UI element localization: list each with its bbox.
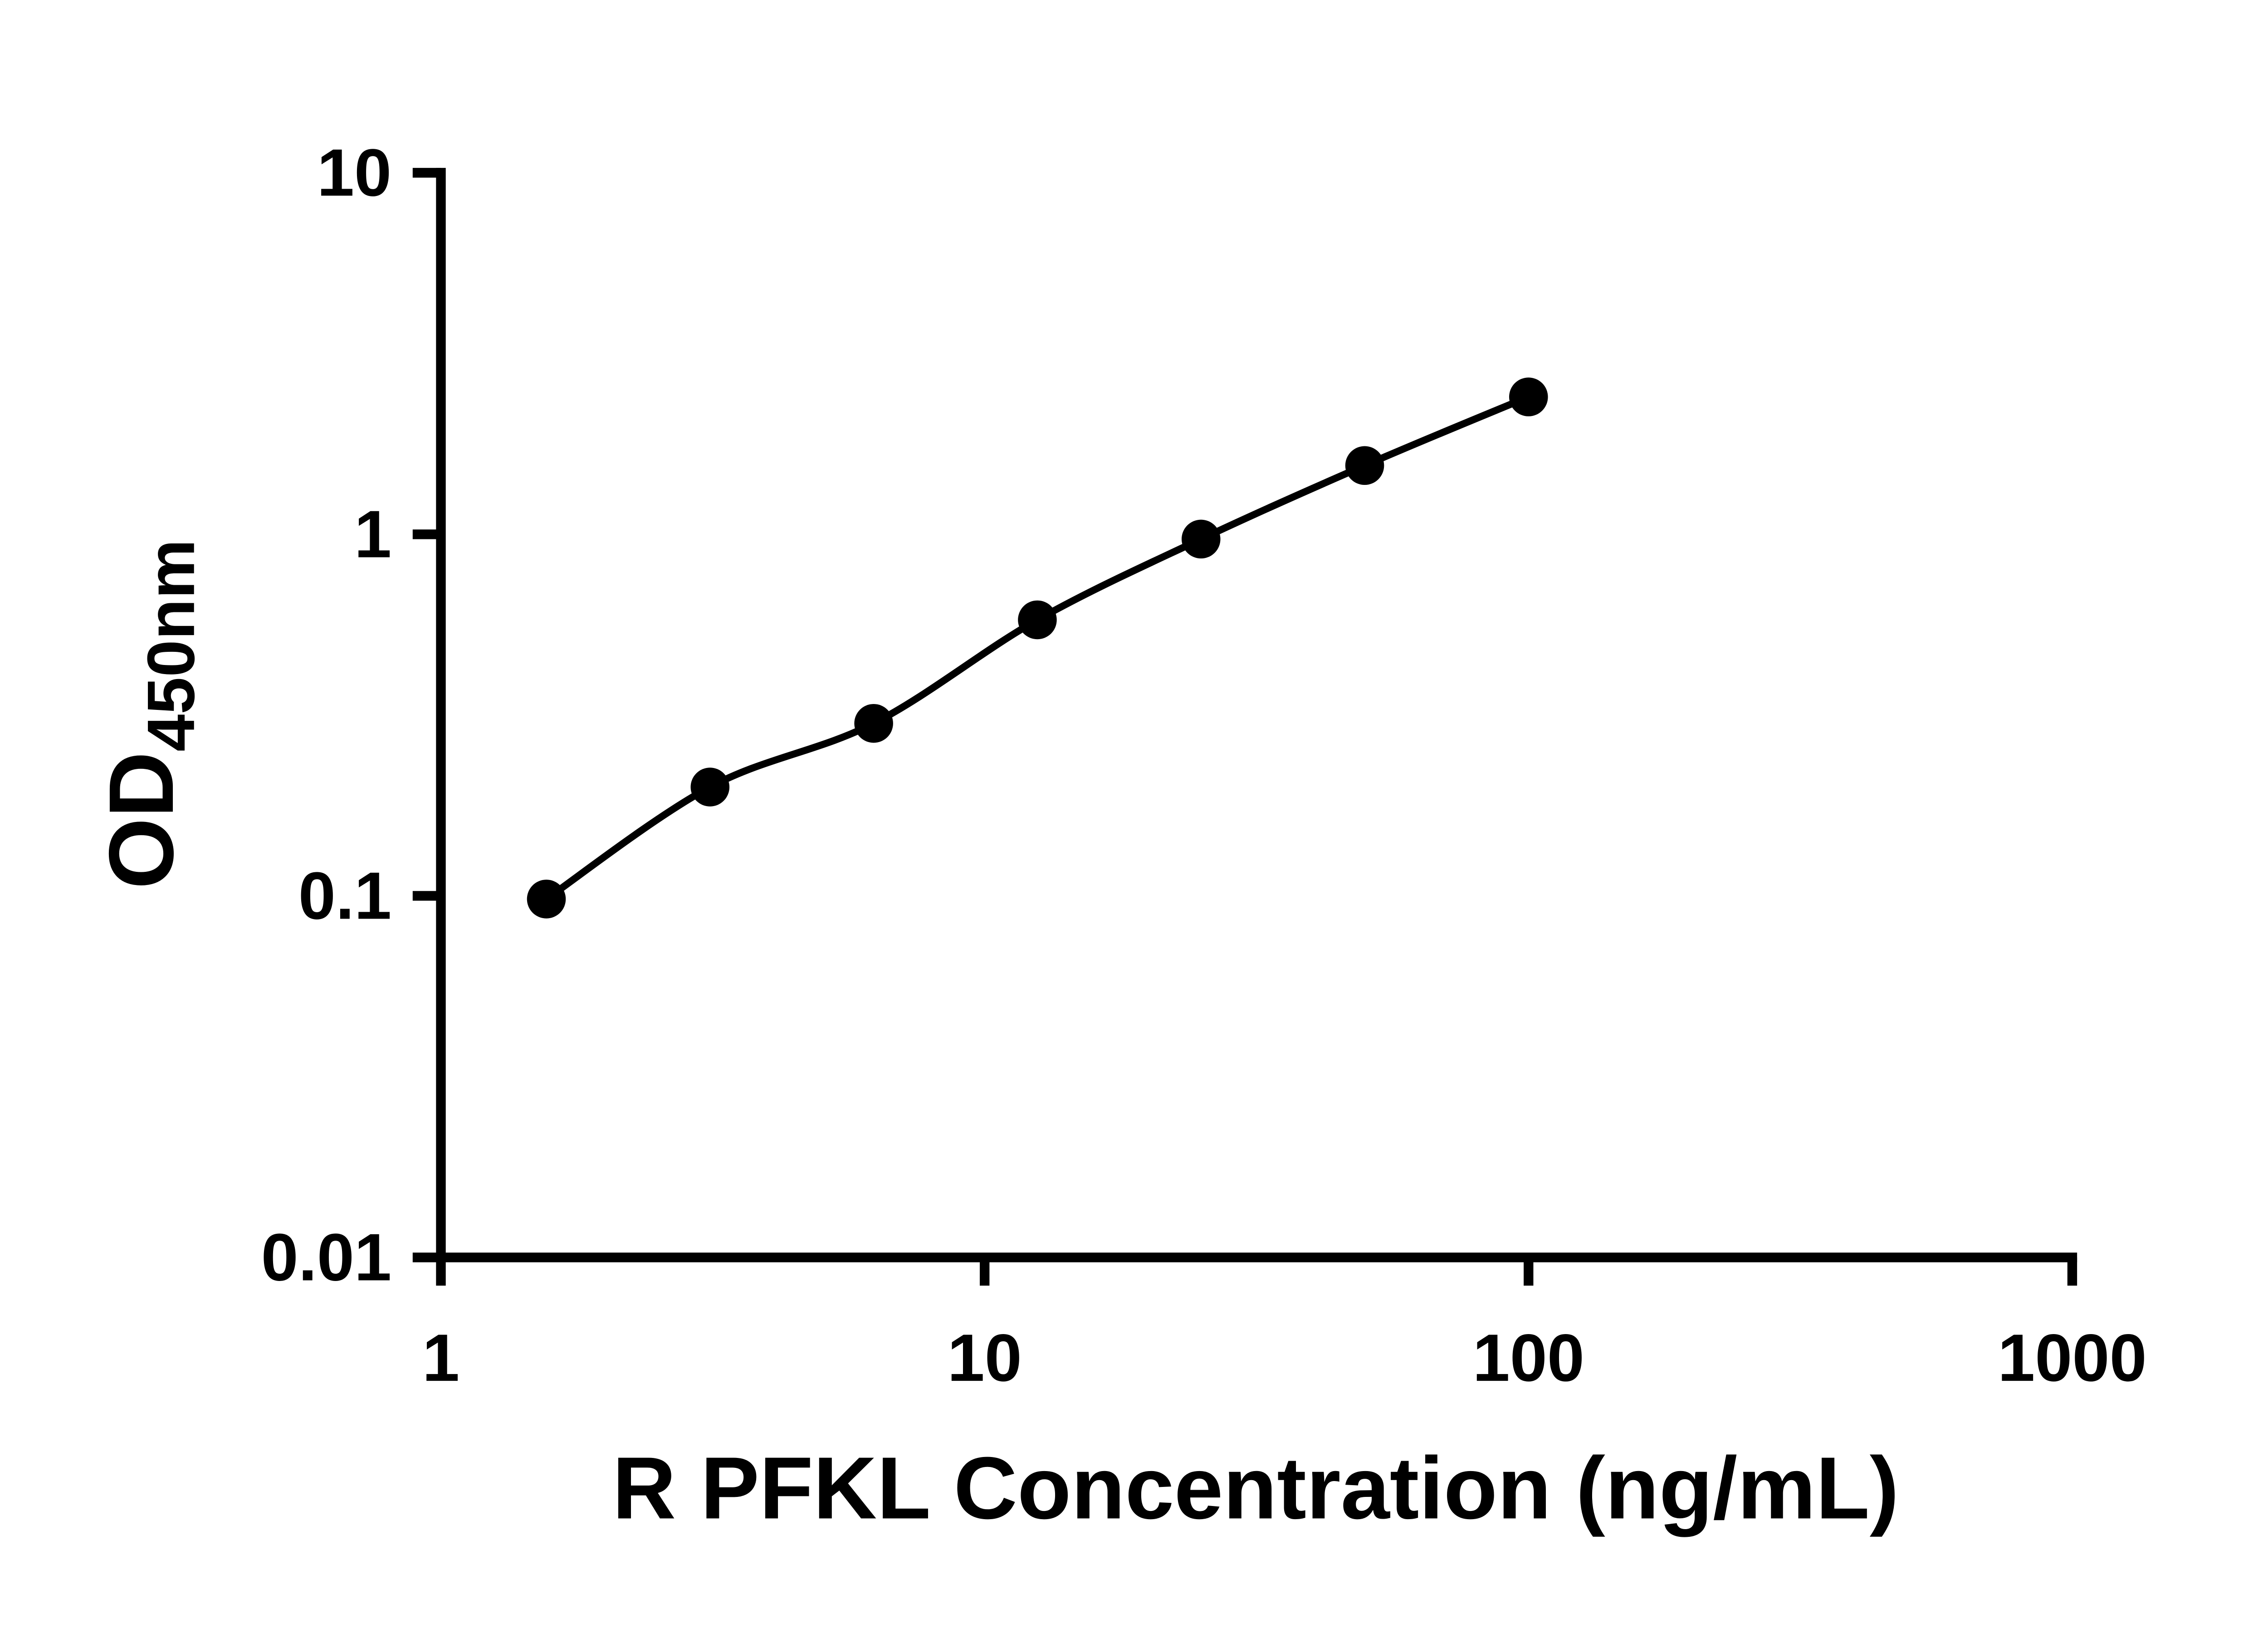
y-axis-title-main: OD xyxy=(90,752,192,889)
plot-area: 1 10 100 1000 0.01 0.1 1 10 xyxy=(261,135,2147,1395)
data-point xyxy=(1345,446,1384,485)
x-tick-label: 100 xyxy=(1473,1320,1585,1395)
axes-frame xyxy=(436,168,2077,1262)
y-tick-label: 0.01 xyxy=(261,1220,392,1295)
data-point xyxy=(527,880,566,919)
x-tick-label: 1 xyxy=(422,1320,459,1395)
y-tick-label: 10 xyxy=(317,135,391,210)
data-point xyxy=(690,768,730,807)
data-point xyxy=(854,704,893,743)
data-point xyxy=(1018,600,1057,640)
x-axis-title: R PFKL Concentration (ng/mL) xyxy=(612,1439,1899,1537)
y-tick-label: 0.1 xyxy=(298,859,391,934)
x-tick-label: 10 xyxy=(948,1320,1022,1395)
y-axis-title-sub: 450nm xyxy=(134,539,209,752)
data-point xyxy=(1509,377,1548,416)
data-point xyxy=(1181,519,1221,559)
y-tick-label: 1 xyxy=(354,497,391,572)
x-tick-label: 1000 xyxy=(1998,1320,2147,1395)
y-axis-title: OD450nm xyxy=(90,539,209,889)
